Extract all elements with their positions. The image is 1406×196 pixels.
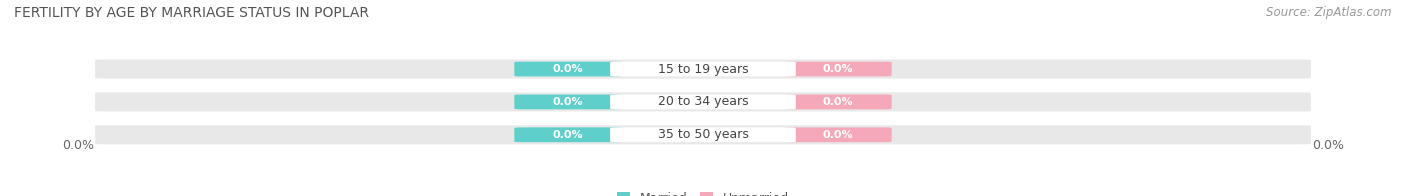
FancyBboxPatch shape bbox=[610, 127, 796, 142]
FancyBboxPatch shape bbox=[96, 60, 1310, 79]
FancyBboxPatch shape bbox=[96, 92, 1310, 112]
FancyBboxPatch shape bbox=[785, 127, 891, 142]
Text: 0.0%: 0.0% bbox=[1312, 139, 1344, 152]
Text: 35 to 50 years: 35 to 50 years bbox=[658, 128, 748, 141]
Text: 0.0%: 0.0% bbox=[553, 130, 583, 140]
FancyBboxPatch shape bbox=[96, 125, 1310, 144]
FancyBboxPatch shape bbox=[515, 62, 623, 76]
Text: 0.0%: 0.0% bbox=[62, 139, 94, 152]
Text: FERTILITY BY AGE BY MARRIAGE STATUS IN POPLAR: FERTILITY BY AGE BY MARRIAGE STATUS IN P… bbox=[14, 6, 368, 20]
Text: 0.0%: 0.0% bbox=[553, 97, 583, 107]
FancyBboxPatch shape bbox=[610, 94, 796, 109]
Text: Source: ZipAtlas.com: Source: ZipAtlas.com bbox=[1267, 6, 1392, 19]
Text: 0.0%: 0.0% bbox=[823, 130, 853, 140]
FancyBboxPatch shape bbox=[515, 127, 623, 142]
Legend: Married, Unmarried: Married, Unmarried bbox=[612, 187, 794, 196]
Text: 20 to 34 years: 20 to 34 years bbox=[658, 95, 748, 108]
FancyBboxPatch shape bbox=[785, 94, 891, 109]
FancyBboxPatch shape bbox=[785, 62, 891, 76]
FancyBboxPatch shape bbox=[610, 62, 796, 76]
Text: 0.0%: 0.0% bbox=[823, 97, 853, 107]
Text: 15 to 19 years: 15 to 19 years bbox=[658, 63, 748, 75]
FancyBboxPatch shape bbox=[515, 94, 623, 109]
Text: 0.0%: 0.0% bbox=[553, 64, 583, 74]
Text: 0.0%: 0.0% bbox=[823, 64, 853, 74]
